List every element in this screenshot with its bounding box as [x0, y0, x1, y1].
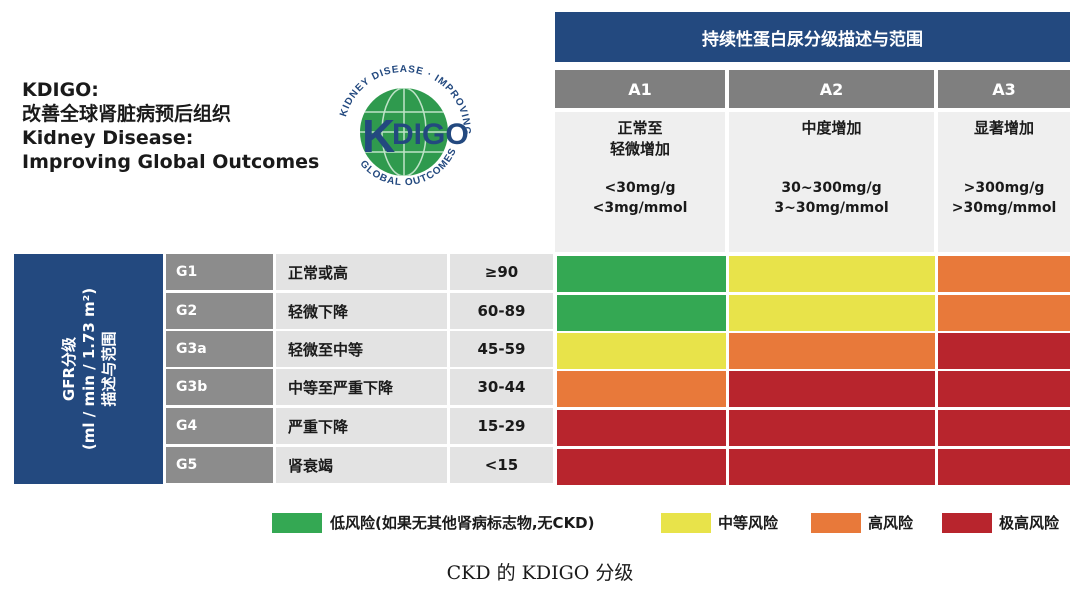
organization-title: KDIGO: 改善全球肾脏病预后组织 Kidney Disease: Impro…: [22, 78, 319, 174]
figure-caption: CKD 的 KDIGO 分级: [446, 562, 634, 584]
risk-cell-g1-a2: [729, 256, 935, 292]
column-a3-description: 显著增加 >300mg/g >30mg/mmol: [938, 112, 1070, 252]
risk-cell-g3a-a3: [938, 333, 1070, 369]
row-g4-code: G4: [166, 408, 273, 444]
legend-label-high: 高风险: [868, 514, 914, 532]
legend-swatch-high: [811, 513, 861, 533]
risk-cell-g5-a1: [557, 449, 726, 485]
legend-label-very-high: 极高风险: [999, 514, 1060, 532]
row-g3b-description: 中等至严重下降: [276, 369, 447, 405]
column-a3-code: A3: [938, 70, 1070, 108]
risk-cell-g3b-a3: [938, 371, 1070, 407]
risk-cell-g3a-a1: [557, 333, 726, 369]
row-g3b-code: G3b: [166, 369, 273, 405]
row-g2-range: 60-89: [450, 293, 553, 329]
org-line-4: Improving Global Outcomes: [22, 151, 320, 173]
row-g3b-range: 30-44: [450, 369, 553, 405]
org-line-1: KDIGO:: [22, 79, 99, 101]
org-line-3: Kidney Disease:: [22, 127, 194, 149]
row-g1-range: ≥90: [450, 254, 553, 290]
albuminuria-header: 持续性蛋白尿分级描述与范围: [555, 12, 1070, 62]
row-g3a-code: G3a: [166, 331, 273, 367]
row-g3a-range: 45-59: [450, 331, 553, 367]
row-g3a-description: 轻微至中等: [276, 331, 447, 367]
legend-swatch-very-high: [942, 513, 992, 533]
risk-cell-g2-a3: [938, 295, 1070, 331]
row-g1-description: 正常或高: [276, 254, 447, 290]
risk-cell-g5-a2: [729, 449, 935, 485]
risk-cell-g1-a3: [938, 256, 1070, 292]
risk-cell-g4-a3: [938, 410, 1070, 446]
column-a1-description: 正常至 轻微增加 <30mg/g <3mg/mmol: [555, 112, 725, 252]
risk-cell-g4-a1: [557, 410, 726, 446]
row-g2-description: 轻微下降: [276, 293, 447, 329]
org-line-2: 改善全球肾脏病预后组织: [22, 103, 232, 125]
risk-cell-g4-a2: [729, 410, 935, 446]
risk-cell-g2-a1: [557, 295, 726, 331]
risk-cell-g3b-a1: [557, 371, 726, 407]
legend-swatch-moderate: [661, 513, 711, 533]
row-g2-code: G2: [166, 293, 273, 329]
risk-cell-g5-a3: [938, 449, 1070, 485]
legend-label-low: 低风险(如果无其他肾病标志物,无CKD): [330, 514, 595, 532]
risk-cell-g1-a1: [557, 256, 726, 292]
svg-text:DIGO: DIGO: [392, 118, 469, 151]
kdigo-logo: K DIGO KIDNEY DISEASE · IMPROVING GLOBAL…: [322, 50, 471, 188]
column-a2-description: 中度增加 30~300mg/g 3~30mg/mmol: [729, 112, 934, 252]
risk-cell-g3a-a2: [729, 333, 935, 369]
row-g4-range: 15-29: [450, 408, 553, 444]
legend-label-moderate: 中等风险: [718, 514, 779, 532]
column-a1-code: A1: [555, 70, 725, 108]
gfr-category-label: GFR分级 (ml / min / 1.73 m²) 描述与范围: [14, 254, 163, 484]
row-g5-range: <15: [450, 447, 553, 483]
column-a2-code: A2: [729, 70, 934, 108]
svg-text:K: K: [362, 110, 395, 162]
row-g1-code: G1: [166, 254, 273, 290]
row-g5-code: G5: [166, 447, 273, 483]
risk-cell-g2-a2: [729, 295, 935, 331]
risk-cell-g3b-a2: [729, 371, 935, 407]
row-g4-description: 严重下降: [276, 408, 447, 444]
legend-swatch-low: [272, 513, 322, 533]
row-g5-description: 肾衰竭: [276, 447, 447, 483]
